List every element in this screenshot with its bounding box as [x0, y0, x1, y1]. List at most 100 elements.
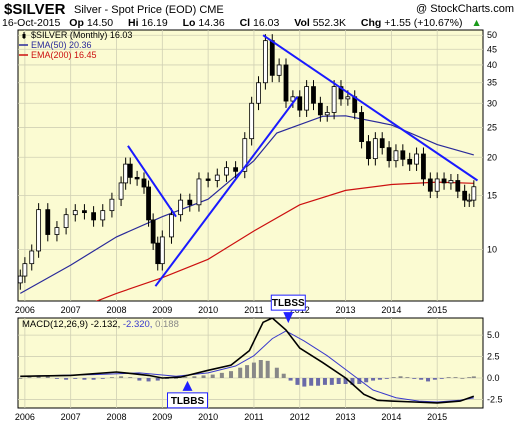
price-candle-body	[331, 86, 337, 113]
macd-histogram-bar	[412, 378, 417, 379]
macd-histogram-bar	[357, 378, 362, 384]
price-candle-body	[311, 86, 316, 104]
macd-histogram-bar	[343, 378, 348, 384]
price-candle-body	[109, 198, 115, 212]
macd-x-tick-label: 2014	[381, 412, 401, 422]
macd-line	[20, 318, 475, 404]
price-candle-body	[141, 178, 147, 188]
price-x-tick-label: 2009	[152, 305, 172, 315]
macd-x-tick-label: 2011	[244, 412, 263, 422]
macd-histogram-bar	[467, 377, 472, 378]
macd-histogram-bar	[302, 378, 307, 387]
macd-histogram-bar	[119, 376, 124, 378]
macd-histogram-bar	[54, 378, 59, 379]
macd-histogram-bar	[274, 367, 279, 378]
price-candle-body	[72, 210, 78, 216]
macd-histogram-bar	[219, 372, 224, 378]
macd-histogram-bar	[391, 377, 396, 378]
macd-x-tick-label: 2012	[290, 412, 310, 422]
macd-histogram-bar	[100, 378, 105, 379]
price-candle-body	[414, 153, 419, 165]
macd-histogram-bar	[155, 378, 160, 381]
macd-histogram-bar	[329, 378, 334, 385]
tlbbs-callout-box	[167, 392, 209, 409]
price-candle-body	[214, 174, 220, 181]
macd-histogram-bar	[471, 376, 476, 378]
price-x-tick-label: 2015	[427, 305, 447, 315]
macd-histogram-bar	[432, 378, 437, 380]
macd-x-tick-label: 2013	[336, 412, 356, 422]
price-y-tick-label: 20	[487, 152, 497, 162]
price-candle-body	[393, 150, 399, 162]
macd-histogram-bar	[109, 377, 114, 378]
exchange-text: CME	[199, 4, 224, 16]
macd-legend-entry: MACD(12,26,9) -2.132,	[22, 319, 123, 330]
macd-histogram-bar	[309, 378, 314, 386]
chart-description: Silver - Spot Price (EOD) CME	[74, 4, 224, 16]
macd-histogram-bar	[192, 376, 197, 378]
price-x-tick-label: 2008	[106, 305, 126, 315]
macd-histogram-bar	[288, 378, 293, 381]
price-y-tick-label: 35	[487, 78, 497, 88]
change-arrow-icon: ▲	[471, 17, 482, 29]
price-candle-body	[304, 86, 310, 111]
price-candle-body	[17, 275, 23, 284]
macd-y-tick-label: 0.0	[487, 373, 500, 383]
price-candle-body	[262, 40, 268, 84]
macd-y-tick-label: 5.0	[487, 330, 500, 340]
macd-histogram-bar	[439, 378, 444, 379]
price-candle-body	[123, 163, 129, 184]
arrow-up-icon	[182, 380, 193, 391]
price-candle-body	[36, 209, 42, 252]
macd-histogram-bar	[245, 365, 250, 378]
price-candle-body	[127, 163, 133, 178]
macd-histogram-bar	[258, 360, 263, 378]
macd-x-tick-label: 2009	[152, 412, 172, 422]
price-candle-body	[386, 147, 392, 162]
price-candle-body	[345, 96, 351, 100]
macd-legend-entry: 0.188	[155, 319, 179, 330]
price-candle-body	[407, 158, 413, 165]
price-candle-body	[448, 180, 454, 184]
price-candle-body	[134, 176, 140, 180]
macd-histogram-bar	[336, 378, 341, 384]
ticker-title: $SILVER	[4, 1, 66, 18]
macd-histogram-bar	[174, 378, 179, 379]
price-candle-body	[155, 242, 161, 265]
price-candle-body	[159, 236, 165, 265]
macd-histogram-bar	[364, 378, 369, 383]
price-candle-body	[100, 210, 106, 221]
price-candle-body	[146, 186, 151, 221]
macd-histogram-bar	[453, 377, 458, 378]
macd-histogram-bar	[128, 377, 133, 378]
macd-histogram-bar	[426, 378, 431, 382]
macd-histogram-bar	[460, 378, 465, 379]
quote-bar: 16-Oct-2015 Op 14.50 Hi 16.19 Lo 14.36 C…	[2, 17, 518, 29]
price-candle-body	[54, 227, 60, 235]
price-candle-body	[441, 178, 447, 184]
macd-x-tick-label: 2008	[106, 412, 126, 422]
price-x-tick-label: 2007	[61, 305, 81, 315]
price-candle-body	[242, 138, 248, 172]
macd-legend-entry: -2.320,	[123, 319, 155, 330]
quote-low: Lo 14.36	[182, 17, 225, 29]
price-x-tick-label: 2014	[381, 305, 401, 315]
price-y-tick-label: 50	[487, 30, 497, 40]
price-legend-entry: EMA(50) 20.36	[31, 40, 92, 50]
price-x-tick-label: 2006	[15, 305, 35, 315]
price-y-tick-label: 30	[487, 98, 497, 108]
price-candle-body	[178, 199, 184, 216]
price-candle-body	[118, 182, 124, 200]
tlbss-callout-box	[270, 294, 306, 311]
price-candle-body	[466, 199, 472, 202]
macd-histogram-bar	[350, 378, 355, 385]
macd-histogram-bar	[446, 377, 451, 378]
macd-histogram-bar	[201, 375, 206, 378]
macd-y-tick-label: 2.5	[487, 352, 500, 362]
price-y-tick-label: 25	[487, 123, 497, 133]
macd-histogram-bar	[384, 378, 389, 379]
price-candle-body	[233, 167, 239, 172]
macd-x-tick-label: 2007	[61, 412, 81, 422]
trendline	[154, 96, 299, 287]
